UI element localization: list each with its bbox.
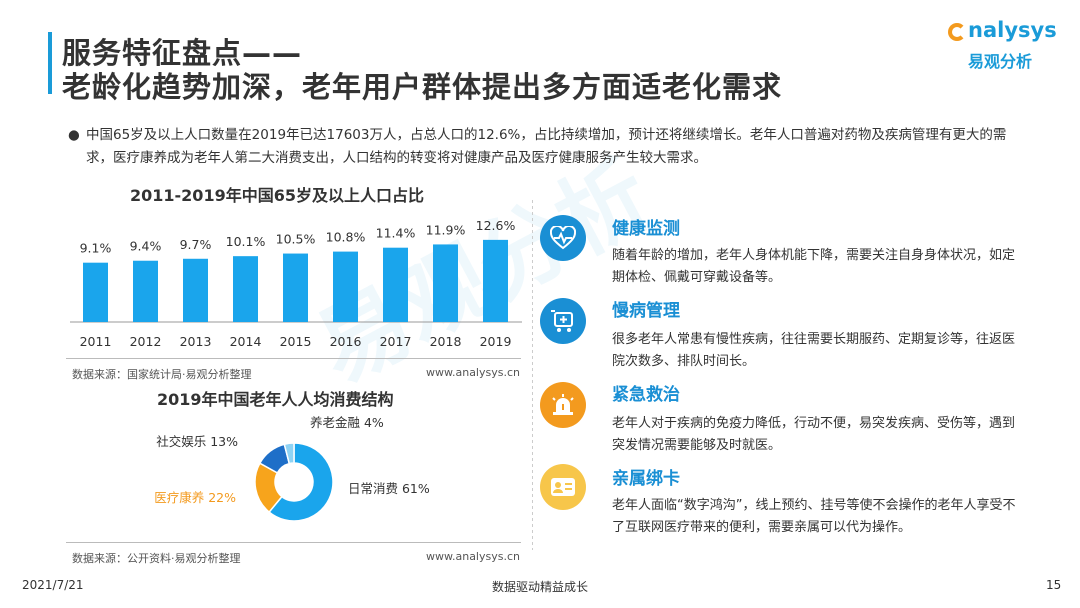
pie-slice: [283, 442, 295, 465]
page-number: 15: [1046, 578, 1062, 592]
bar-chart: 9.1% 2011 9.4% 2012 9.7% 2013 10.1% 2014 10.5% 20…: [70, 218, 522, 349]
x-tick-label: 2011: [80, 334, 112, 349]
pie-label: 日常消费 61%: [348, 481, 430, 496]
x-tick-label: 2019: [480, 334, 512, 349]
x-tick-label: 2018: [430, 334, 462, 349]
pie-label: 医疗康养 22%: [154, 490, 236, 505]
donut-chart: 日常消费 61% 医疗康养 22% 社交娱乐 13% 养老金融 4%: [154, 415, 430, 522]
feature-desc: 老年人对于疾病的免疫力降低，行动不便，易突发疾病、受伤等，遇到突发情况需要能够及…: [612, 416, 1016, 453]
chart2-source: 数据来源：公开资料·易观分析整理: [72, 552, 241, 565]
logo-cn: 易观分析: [968, 52, 1033, 71]
x-tick-label: 2017: [380, 334, 412, 349]
bar-value-label: 9.7%: [180, 237, 212, 252]
bar: [433, 244, 458, 322]
pie-label: 养老金融 4%: [310, 415, 384, 430]
bar-value-label: 10.8%: [326, 230, 366, 245]
x-tick-label: 2016: [330, 334, 362, 349]
donut-chart-title: 2019年中国老年人人均消费结构: [157, 390, 394, 409]
feature-title: 紧急救治: [612, 385, 680, 405]
logo-en: nalysys: [968, 18, 1057, 42]
chart1-url: www.analysys.cn: [426, 366, 520, 379]
bar-value-label: 9.4%: [130, 239, 162, 254]
bar: [183, 258, 208, 322]
bar-value-label: 11.4%: [376, 226, 416, 241]
chart2-url: www.analysys.cn: [426, 550, 520, 563]
page-title-line1: 服务特征盘点——: [62, 36, 303, 70]
bar: [83, 262, 108, 322]
bar: [233, 256, 258, 322]
chart1-divider: [66, 358, 521, 359]
bar-value-label: 12.6%: [476, 218, 516, 233]
bar: [383, 247, 408, 322]
bar: [483, 239, 508, 322]
footer-date: 2021/7/21: [22, 578, 84, 592]
bar: [283, 253, 308, 322]
bar: [133, 260, 158, 322]
feature-title: 亲属绑卡: [612, 469, 680, 489]
chart2-divider: [66, 542, 521, 543]
bar: [333, 251, 358, 322]
feature-desc: 随着年龄的增加，老年人身体机能下降，需要关注自身身体状况，如定期体检、佩戴可穿戴…: [612, 248, 1016, 285]
id-card-icon: [540, 464, 586, 510]
feature-title: 健康监测: [612, 219, 680, 239]
feature-desc: 老年人面临“数字鸿沟”，线上预约、挂号等使不会操作的老年人享受不了互联网医疗带来…: [612, 498, 1016, 535]
bullet-icon: ●: [68, 127, 80, 143]
bar-value-label: 10.1%: [226, 234, 266, 249]
pie-label: 社交娱乐 13%: [156, 434, 238, 449]
column-divider: [532, 200, 533, 550]
bar-value-label: 9.1%: [80, 241, 112, 256]
analysys-logo: nalysys 易观分析: [948, 18, 1058, 72]
alarm-siren-icon: [540, 382, 586, 428]
chart1-source: 数据来源：国家统计局·易观分析整理: [72, 368, 252, 381]
page-title-line2: 老龄化趋势加深，老年用户群体提出多方面适老化需求: [62, 70, 783, 104]
bar-value-label: 11.9%: [426, 222, 466, 237]
feature-desc: 很多老年人常患有慢性疾病，往往需要长期服药、定期复诊等，往返医院次数多、排队时间…: [612, 332, 1016, 369]
x-tick-label: 2015: [280, 334, 312, 349]
bar-value-label: 10.5%: [276, 232, 316, 247]
summary-paragraph: ● 中国65岁及以上人口数量在2019年已达17603万人，占总人口的12.6%…: [68, 124, 1020, 170]
x-tick-label: 2012: [130, 334, 162, 349]
heart-monitor-icon: [540, 215, 586, 261]
title-accent-bar: [48, 32, 52, 94]
feature-title: 慢病管理: [612, 301, 680, 321]
medical-cart-icon: [540, 298, 586, 344]
x-tick-label: 2014: [230, 334, 262, 349]
pie-slice: [268, 442, 334, 522]
bar-chart-title: 2011-2019年中国65岁及以上人口占比: [130, 186, 424, 205]
summary-text: 中国65岁及以上人口数量在2019年已达17603万人，占总人口的12.6%，占…: [86, 127, 1007, 166]
x-tick-label: 2013: [180, 334, 212, 349]
footer-slogan: 数据驱动精益成长: [492, 580, 589, 594]
logo-ring-icon: [948, 23, 966, 41]
